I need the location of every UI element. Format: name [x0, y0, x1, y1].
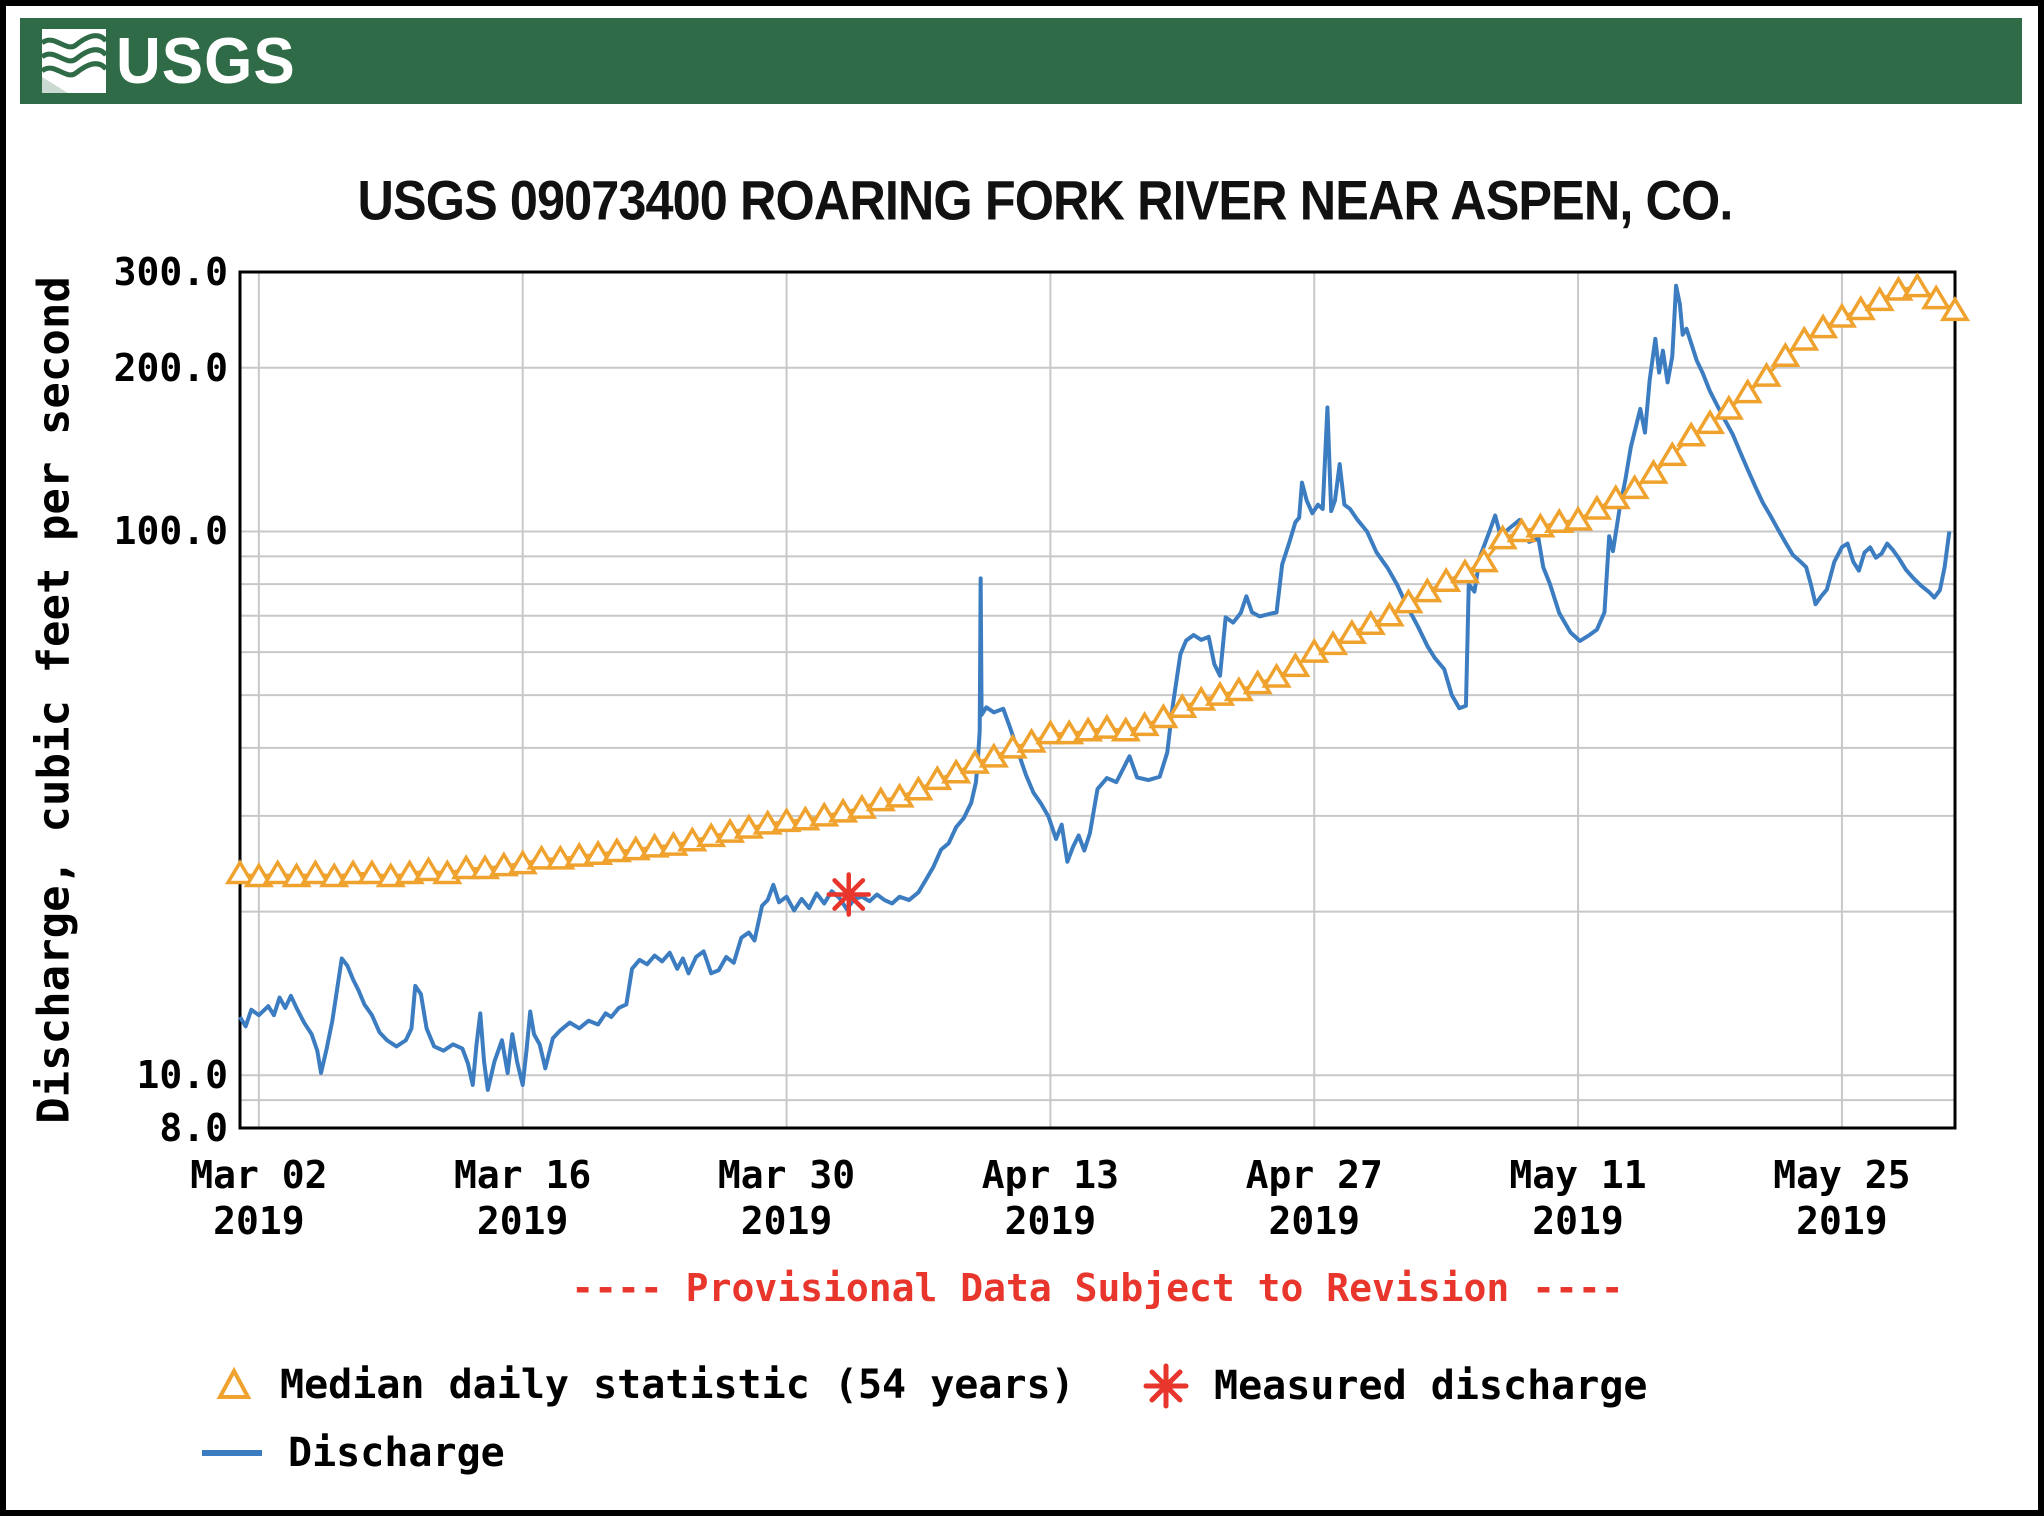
discharge-line: [238, 283, 1952, 1092]
usgs-header-banner: USGS: [20, 18, 2022, 104]
x-tick-label: Mar 02 2019: [190, 1153, 328, 1243]
x-tick-label: May 25 2019: [1773, 1153, 1911, 1243]
median-triangle-marker: [1713, 394, 1744, 420]
median-triangle-marker: [1638, 458, 1669, 484]
median-triangle-marker: [1072, 716, 1104, 742]
y-tick-label: 300.0: [113, 250, 228, 294]
median-triangle-marker: [620, 835, 651, 861]
median-triangle-marker: [1487, 524, 1518, 550]
median-triangle-marker: [1035, 719, 1066, 745]
median-triangle-marker: [639, 832, 670, 858]
measured-discharge-marker: [826, 872, 871, 917]
median-triangle-marker: [1902, 272, 1933, 298]
median-triangle-marker: [1054, 719, 1085, 745]
median-triangle-marker: [300, 859, 331, 885]
median-triangle-marker: [469, 854, 501, 880]
median-triangle-marker: [545, 844, 576, 870]
median-triangle-marker: [356, 859, 388, 885]
legend-discharge-label: Discharge: [288, 1430, 505, 1476]
median-triangle-marker: [884, 782, 915, 808]
median-triangle-marker: [337, 859, 369, 885]
legend-item-discharge: Discharge: [200, 1430, 505, 1476]
median-triangle-marker: [1676, 421, 1707, 447]
median-triangle-marker: [413, 856, 444, 882]
median-triangle-marker: [1694, 409, 1726, 435]
provisional-data-note: ---- Provisional Data Subject to Revisio…: [571, 1266, 1624, 1310]
usgs-wave-icon: [42, 29, 106, 93]
x-tick-label: Apr 27 2019: [1245, 1153, 1383, 1243]
y-tick-label: 100.0: [113, 509, 228, 554]
y-tick-label: 10.0: [136, 1053, 228, 1098]
median-triangle-marker: [1826, 302, 1858, 328]
median-triangle-marker: [1167, 692, 1198, 719]
y-tick-label: 8.0: [159, 1106, 228, 1150]
median-triangle-marker: [771, 807, 802, 833]
x-tick-label: May 11 2019: [1509, 1153, 1647, 1243]
median-triangle-marker: [1223, 676, 1254, 702]
measured-asterisk-icon: [1143, 1363, 1189, 1409]
median-triangle-marker: [488, 851, 519, 877]
median-triangle-marker: [1299, 637, 1330, 663]
median-triangle-marker: [1657, 440, 1688, 467]
median-triangle-marker: [1939, 295, 1971, 322]
chart-title: USGS 09073400 ROARING FORK RIVER NEAR AS…: [357, 168, 1734, 232]
median-triangle-marker: [1544, 507, 1575, 533]
median-triangle-marker: [1921, 284, 1952, 310]
median-triangle-marker: [1789, 325, 1820, 351]
median-triangle-marker: [394, 859, 425, 885]
median-triangle-marker: [846, 793, 878, 819]
usgs-logo-text: USGS: [116, 24, 296, 98]
median-triangle-marker: [601, 837, 633, 863]
median-triangle-marker: [564, 841, 595, 867]
x-tick-label: Mar 16 2019: [454, 1153, 592, 1243]
median-triangle-marker: [1751, 361, 1782, 387]
legend-measured-label: Measured discharge: [1214, 1363, 1648, 1409]
median-triangle-icon: [216, 1366, 252, 1399]
plot-border: [238, 270, 1957, 1130]
x-tick-label: Apr 13 2019: [981, 1153, 1120, 1243]
legend-median-label: Median daily statistic (54 years): [280, 1362, 1075, 1408]
usgs-logo: USGS: [42, 24, 296, 98]
median-triangle-marker: [526, 844, 557, 870]
median-triangle-marker: [582, 839, 614, 865]
median-triangle-marker: [224, 859, 256, 885]
discharge-line-icon: [202, 1450, 262, 1456]
y-tick-label: 200.0: [113, 345, 228, 390]
median-triangle-marker: [1619, 474, 1650, 500]
median-triangle-marker: [1091, 713, 1123, 739]
median-triangle-marker: [262, 859, 293, 885]
median-triangle-marker: [1129, 710, 1160, 737]
median-triangle-marker: [752, 809, 783, 835]
legend-item-median: Median daily statistic (54 years): [212, 1362, 1075, 1408]
median-triangle-marker: [1374, 601, 1405, 627]
median-triangle-marker: [1732, 378, 1763, 404]
median-triangle-marker: [1280, 651, 1311, 678]
median-triangle-marker: [451, 854, 482, 880]
median-triangle-marker: [1468, 547, 1499, 573]
median-triangle-marker: [1770, 341, 1801, 367]
legend-item-measured: Measured discharge: [1142, 1362, 1647, 1410]
x-tick-label: Mar 30 2019: [717, 1153, 856, 1243]
